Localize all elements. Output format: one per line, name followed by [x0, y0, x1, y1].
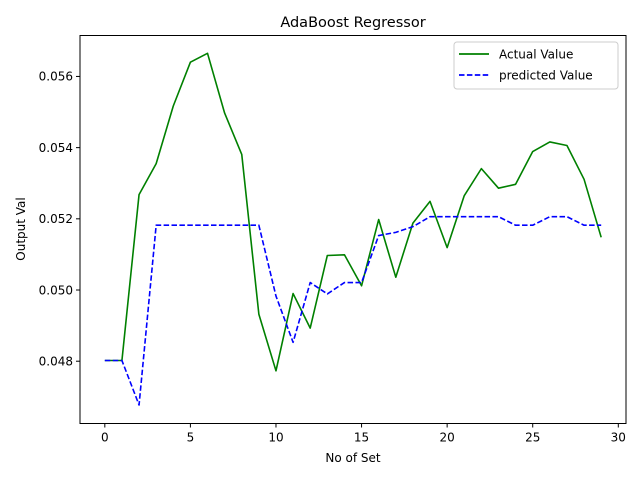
y-tick-label: 0.056	[39, 70, 73, 84]
series-layer	[104, 52, 602, 406]
x-tick-label: 30	[611, 431, 626, 445]
legend-box	[453, 41, 619, 90]
y-tick-label: 0.050	[39, 283, 73, 297]
series-line-0	[104, 52, 602, 372]
y-axis-label: Output Val	[14, 197, 28, 260]
x-tick-label: 0	[101, 431, 109, 445]
x-tick-label: 25	[525, 431, 540, 445]
x-tick-label: 20	[439, 431, 454, 445]
legend-label-predicted-value: predicted Value	[499, 69, 593, 83]
x-axis-ticks: 0 5 10 15 20 25 30	[101, 423, 626, 445]
x-tick-label: 15	[354, 431, 369, 445]
x-axis-label: No of Set	[325, 451, 381, 465]
y-tick-label: 0.054	[39, 141, 73, 155]
x-tick-label: 10	[268, 431, 283, 445]
series-line-1	[104, 215, 602, 406]
y-axis-ticks: 0.048 0.050 0.052 0.054 0.056	[39, 70, 80, 369]
y-tick-label: 0.048	[39, 355, 73, 369]
chart-title: AdaBoost Regressor	[280, 15, 425, 31]
y-tick-label: 0.052	[39, 212, 73, 226]
plot-frame	[79, 35, 627, 424]
legend: Actual Value predicted Value	[453, 41, 619, 90]
legend-label-actual-value: Actual Value	[499, 48, 573, 62]
x-tick-label: 5	[187, 431, 195, 445]
